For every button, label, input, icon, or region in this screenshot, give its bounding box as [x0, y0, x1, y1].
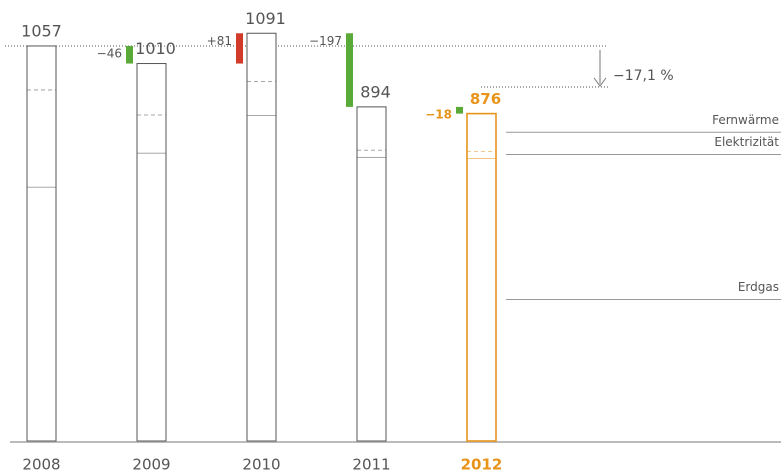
bar-segment	[27, 45, 56, 90]
bar-segment	[357, 149, 386, 157]
change-bar	[236, 33, 243, 64]
total-label: 1091	[245, 9, 286, 28]
bar-segment	[27, 186, 56, 441]
bar-segment	[27, 89, 56, 187]
arrow-head	[593, 77, 607, 87]
bar-segment	[247, 33, 276, 82]
bar-segment	[137, 152, 166, 441]
change-label: +81	[207, 34, 232, 48]
bar-segment	[467, 150, 496, 159]
total-label: 1010	[135, 39, 176, 58]
change-label: −18	[425, 107, 452, 121]
bar-outline	[466, 112, 497, 442]
x-tick-label: 2012	[461, 456, 503, 474]
bar-segment	[247, 115, 276, 442]
bar-outline	[356, 106, 387, 442]
change-label: −46	[97, 46, 122, 60]
legend-label: Fernwärme	[712, 113, 779, 127]
x-tick-label: 2010	[242, 456, 280, 474]
bar-outline	[136, 63, 167, 442]
total-label: 894	[360, 82, 391, 101]
legend-label: Erdgas	[738, 280, 779, 294]
legend-label: Elektrizität	[714, 135, 779, 149]
change-label: −197	[309, 34, 342, 48]
bar-segment	[467, 158, 496, 442]
bar-segment	[247, 81, 276, 116]
annotation: −17,1 %	[613, 68, 674, 84]
total-label: 876	[470, 90, 501, 108]
total-label: 1057	[21, 21, 62, 40]
bar-segment	[137, 63, 166, 115]
bar-segment	[467, 113, 496, 151]
change-bar	[456, 106, 463, 114]
x-tick-label: 2008	[22, 456, 60, 474]
x-tick-label: 2009	[132, 456, 170, 474]
bar-outline	[246, 32, 277, 442]
bar-segment	[137, 114, 166, 153]
bar-segment	[357, 156, 386, 441]
bar-segment	[357, 106, 386, 150]
change-bar	[346, 33, 353, 107]
x-tick-label: 2011	[352, 456, 390, 474]
bar-outline	[26, 45, 57, 442]
change-bar	[126, 45, 133, 64]
